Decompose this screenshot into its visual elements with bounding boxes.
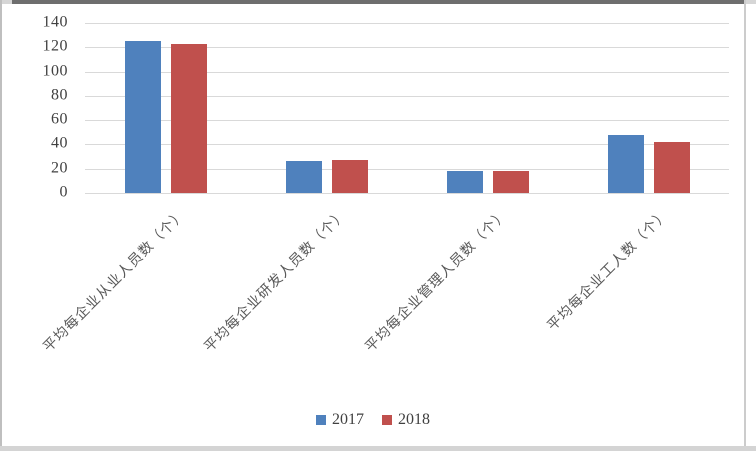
category-label: 平均每企业从业人员数（个）	[40, 206, 189, 356]
legend: 2017 2018	[0, 411, 746, 429]
bar-2017-category-4	[607, 134, 644, 193]
gridline	[85, 71, 729, 73]
bar-2017-category-2	[285, 161, 322, 193]
top-border	[12, 0, 744, 4]
category-label: 平均每企业管理人员数（个）	[362, 206, 511, 356]
bar-2018-category-3	[492, 171, 529, 193]
y-tick-label: 40	[51, 135, 68, 153]
legend-label: 2018	[398, 411, 430, 428]
right-border	[744, 0, 746, 451]
y-tick-label: 100	[42, 62, 68, 80]
legend-item-2018: 2018	[382, 411, 430, 429]
bar-2018-category-4	[653, 142, 690, 193]
y-tick-label: 140	[42, 13, 68, 31]
legend-item-2017: 2017	[316, 411, 364, 429]
y-tick-label: 0	[59, 183, 68, 201]
bar-2018-category-1	[170, 43, 207, 193]
y-tick-label: 60	[51, 110, 68, 128]
gridline	[85, 168, 729, 170]
bar-2017-category-1	[124, 41, 161, 193]
left-border	[0, 0, 2, 451]
gridline	[85, 120, 729, 122]
legend-swatch-icon	[382, 415, 392, 425]
gridline	[85, 95, 729, 97]
bar-2018-category-2	[331, 160, 368, 193]
gridline	[85, 193, 729, 194]
legend-label: 2017	[332, 411, 364, 428]
category-label: 平均每企业工人数（个）	[544, 206, 672, 335]
gridline	[85, 23, 729, 24]
gridline	[85, 144, 729, 146]
bar-2017-category-3	[446, 171, 483, 193]
category-label: 平均每企业研发人员数（个）	[201, 206, 350, 356]
bottom-border	[0, 446, 756, 451]
legend-swatch-icon	[316, 415, 326, 425]
gridline	[85, 47, 729, 49]
y-tick-label: 20	[51, 159, 68, 177]
y-tick-label: 80	[51, 86, 68, 104]
y-tick-label: 120	[42, 37, 68, 55]
